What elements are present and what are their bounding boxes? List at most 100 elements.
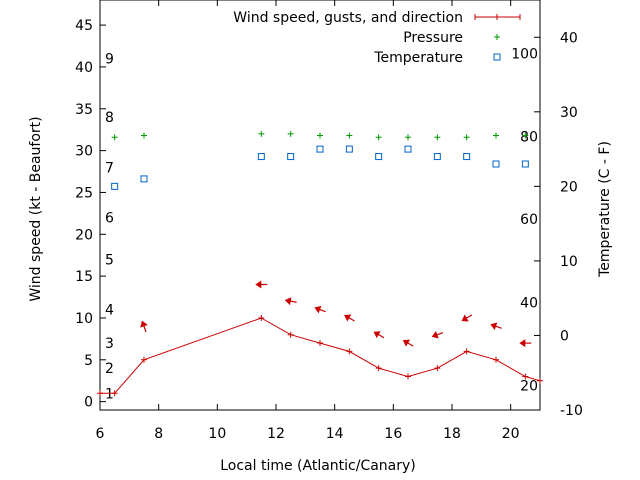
wind-arrow [519,339,532,348]
wind-arrow-head [431,330,439,339]
y-tick-label: 45 [75,18,93,34]
wind-arrow-shaft [377,333,385,339]
y2-tick-label: 0 [560,328,569,344]
wind-arrow [140,320,148,333]
fahrenheit-label: 60 [520,212,538,228]
temperature-point [521,160,529,168]
wind-arrow-head [490,322,498,331]
y-tick-label: 15 [75,269,93,285]
wind-arrow-shaft [465,314,473,320]
beaufort-label: 4 [105,303,114,319]
y-tick-label: 35 [75,102,93,118]
fahrenheit-label: 80 [520,129,538,145]
temperature-point [287,153,295,161]
y-tick-label: 20 [75,227,93,243]
wind-arrow [431,330,444,339]
y-tick-label: 40 [75,60,93,76]
wind-speed-point [97,390,103,397]
beaufort-label: 3 [105,336,114,352]
pressure-point [463,134,470,141]
wind-speed-point [493,356,499,363]
temperature-point [111,182,119,190]
wind-arrow-shaft [318,308,326,313]
x-axis-label: Local time (Atlantic/Canary) [220,458,416,474]
y-axis-label: Wind speed (kt - Beaufort) [28,116,44,301]
y-tick-label: 10 [75,311,93,327]
pressure-point [258,130,265,137]
temperature-point [257,153,265,161]
beaufort-label: 2 [105,361,114,377]
temperature-point [345,145,353,153]
pressure-point [434,134,441,141]
temperature-point [492,160,500,168]
wind-arrow-head [461,314,469,322]
wind-speed-line [100,317,541,394]
wind-speed-point [346,348,353,355]
temperature-point [375,153,383,161]
y2-tick-label: 10 [560,254,578,270]
pressure-point [317,132,323,139]
wind-speed-point [405,373,411,380]
fahrenheit-label: 100 [511,47,538,63]
legend-label-wind: Wind speed, gusts, and direction [233,10,463,26]
beaufort-label: 8 [105,110,114,126]
wind-speed-point [141,356,147,363]
beaufort-label: 1 [105,386,114,402]
wind-arrow [284,297,297,306]
x-tick-label: 8 [154,426,163,442]
wind-arrow-head [519,339,526,348]
legend: Wind speed, gusts, and direction Pressure… [233,10,521,66]
wind-speed-point [522,373,529,380]
legend-swatch-wind-ticks [474,14,521,20]
wind-arrow-shaft [143,325,147,333]
wind-arrow [490,322,502,331]
temperature-point [316,145,324,153]
x-tick-label: 18 [443,426,461,442]
x-tick-label: 6 [96,426,105,442]
wind-arrow-shaft [406,342,414,347]
y2-axis-label: Temperature (C - F) [597,141,613,278]
beaufort-label: 5 [105,252,114,268]
pressure-point [111,134,118,141]
fahrenheit-label: 40 [520,296,538,312]
wind-arrow [255,280,268,289]
wind-arrow-head [140,320,148,328]
wind-speed-point [434,365,441,372]
wind-arrow-head [373,331,381,339]
pressure-point [375,134,382,141]
y2-tick-label: -10 [560,403,583,419]
wind-arrow-shaft [494,325,502,329]
beaufort-label: 9 [105,52,114,68]
wind-arrow-shaft [348,316,355,322]
pressure-point [287,130,294,137]
wind-arrow-head [344,314,352,322]
y-tick-label: 5 [84,353,93,369]
wind-arrow [373,331,385,339]
wind-speed-point [258,314,265,321]
data-series [97,130,543,397]
legend-swatch-temperature [493,53,501,61]
fahrenheit-label: 20 [520,378,538,394]
wind-direction-arrows [140,280,532,348]
y-tick-label: 30 [75,144,93,160]
y2-tick-label: 30 [560,105,578,121]
wind-arrow-shaft [436,332,444,336]
temperature-point [433,153,441,161]
wind-speed-point [463,348,470,355]
wind-arrow [402,339,414,347]
temperature-point [463,153,471,161]
y2-tick-label: 40 [560,30,578,46]
temperature-point [140,175,148,183]
temperature-point [404,145,412,153]
pressure-point [141,132,147,139]
y-tick-label: 0 [84,395,93,411]
wind-arrow-shaft [289,300,297,303]
y-tick-label: 25 [75,185,93,201]
legend-label-pressure: Pressure [403,30,463,46]
wind-arrow [314,305,326,314]
pressure-point [346,132,353,139]
wind-arrow-head [402,339,410,347]
wind-arrow [461,314,473,322]
pressure-point [522,132,529,139]
